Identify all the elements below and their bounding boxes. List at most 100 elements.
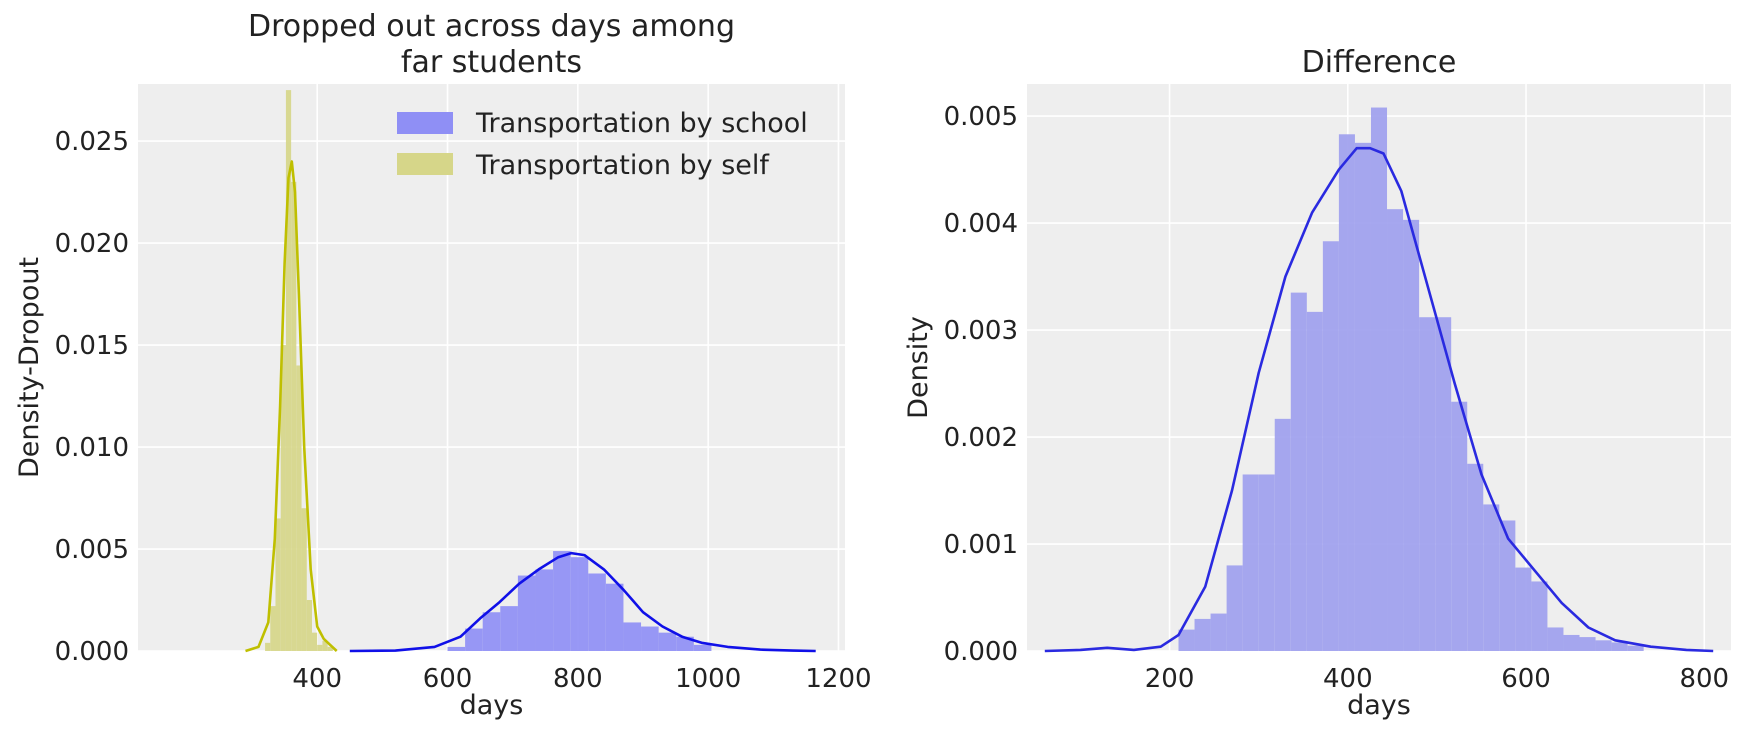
histogram-bar xyxy=(1467,463,1484,651)
histogram-bar xyxy=(1499,520,1516,651)
histogram-bar xyxy=(447,646,466,651)
histogram-bar xyxy=(1210,613,1227,651)
x-tick-label: 400 xyxy=(1323,664,1373,694)
histogram-bar xyxy=(1194,618,1211,651)
histogram-bar xyxy=(296,365,302,651)
histogram-series-0 xyxy=(1178,107,1644,652)
histogram-bar xyxy=(693,644,712,651)
histogram-bar xyxy=(1579,637,1596,651)
histogram-bar xyxy=(1290,292,1307,651)
histogram-bar xyxy=(1274,418,1291,651)
histogram-bar xyxy=(482,612,501,651)
histogram-bar xyxy=(265,642,271,651)
y-tick-label: 0.005 xyxy=(55,535,129,565)
y-tick-label: 0.000 xyxy=(55,637,129,667)
y-tick-label: 0.015 xyxy=(55,331,129,361)
histogram-bar xyxy=(1354,142,1371,651)
y-tick-label: 0.025 xyxy=(55,127,129,157)
x-tick-label: 600 xyxy=(1501,664,1551,694)
histogram-bar xyxy=(1435,317,1452,651)
histogram-bar xyxy=(1306,311,1323,651)
left-y-axis-label: Density-Dropout xyxy=(14,257,45,478)
y-tick-label: 0.010 xyxy=(55,433,129,463)
legend: Transportation by school Transportation … xyxy=(397,108,808,181)
y-tick-label: 0.001 xyxy=(944,530,1018,560)
left-title-line-1: Dropped out across days among xyxy=(248,9,735,44)
histogram-bar xyxy=(270,606,276,651)
histogram-bar xyxy=(1451,401,1468,651)
x-tick-label: 1000 xyxy=(675,664,741,694)
y-tick-label: 0.003 xyxy=(944,316,1018,346)
y-tick-label: 0.005 xyxy=(944,102,1018,132)
left-title-line-2: far students xyxy=(401,45,582,80)
histogram-bar xyxy=(275,518,281,651)
legend-swatch-self xyxy=(397,153,453,175)
histogram-bar xyxy=(1483,504,1500,651)
x-tick-label: 800 xyxy=(553,664,603,694)
right-chart-panel: 200 400 600 800 0.000 0.001 0.002 0.003 0.004 0.0… xyxy=(903,45,1731,721)
histogram-bar xyxy=(327,646,333,651)
histogram-bar xyxy=(1611,642,1628,651)
right-title: Difference xyxy=(1302,45,1457,80)
histogram-bar xyxy=(570,557,589,651)
histogram-bar xyxy=(306,600,312,651)
histogram-bar xyxy=(517,575,536,651)
y-tick-label: 0.004 xyxy=(944,209,1018,239)
x-tick-label: 200 xyxy=(1145,664,1195,694)
kde-line-series-0 xyxy=(1044,146,1714,653)
histogram-bar xyxy=(1258,474,1275,651)
histogram-bar xyxy=(317,644,323,651)
histogram-bar xyxy=(588,573,606,651)
left-x-axis-label: days xyxy=(460,690,524,721)
histogram-bar xyxy=(1531,581,1548,651)
histogram-bar xyxy=(1370,107,1388,652)
histogram-bar xyxy=(1547,627,1564,651)
x-tick-label: 600 xyxy=(423,664,473,694)
y-tick-label: 0.000 xyxy=(944,637,1018,667)
histogram-bar xyxy=(285,90,292,651)
y-tick-label: 0.020 xyxy=(55,229,129,259)
left-plot-background xyxy=(138,84,845,651)
histogram-bar xyxy=(1627,645,1644,651)
histogram-bar xyxy=(280,345,286,651)
left-gridlines xyxy=(138,84,845,652)
histogram-bar xyxy=(311,632,318,651)
histogram-bar xyxy=(535,569,554,651)
histogram-bar xyxy=(301,508,307,651)
y-tick-label: 0.002 xyxy=(944,423,1018,453)
histogram-bar xyxy=(1322,241,1339,651)
histogram-series-0 xyxy=(447,551,712,651)
right-plot-marks xyxy=(1044,107,1714,653)
histogram-bar xyxy=(1419,317,1436,651)
histogram-bar xyxy=(291,181,297,651)
left-plot-marks xyxy=(245,90,816,653)
histogram-bar xyxy=(553,551,571,651)
histogram-bar xyxy=(641,626,659,651)
x-tick-label: 1200 xyxy=(805,664,871,694)
kde-line-series-0 xyxy=(349,551,816,653)
legend-swatch-school xyxy=(397,112,453,134)
histogram-bar xyxy=(658,632,677,651)
histogram-bar xyxy=(1226,565,1243,651)
histogram-bar xyxy=(1515,567,1532,651)
histogram-bar xyxy=(1242,474,1259,651)
histogram-bar xyxy=(322,640,328,651)
kde-line-series-1 xyxy=(245,160,338,653)
histogram-bar xyxy=(1387,209,1404,652)
histogram-series-1 xyxy=(265,90,333,651)
right-x-axis-label: days xyxy=(1347,690,1411,721)
x-tick-label: 400 xyxy=(292,664,342,694)
histogram-bar xyxy=(500,606,518,651)
histogram-bar xyxy=(623,622,642,651)
histogram-bar xyxy=(1595,640,1612,651)
legend-label-self: Transportation by self xyxy=(475,150,770,181)
legend-label-school: Transportation by school xyxy=(475,108,808,139)
x-tick-label: 800 xyxy=(1679,664,1729,694)
histogram-bar xyxy=(1178,629,1195,651)
left-chart-panel: 400 600 800 1000 1200 0.000 0.005 0.010 0.015 0.0… xyxy=(14,9,872,721)
histogram-bar xyxy=(1338,134,1355,651)
right-y-axis-label: Density xyxy=(903,316,934,419)
histogram-bar xyxy=(1563,634,1580,651)
